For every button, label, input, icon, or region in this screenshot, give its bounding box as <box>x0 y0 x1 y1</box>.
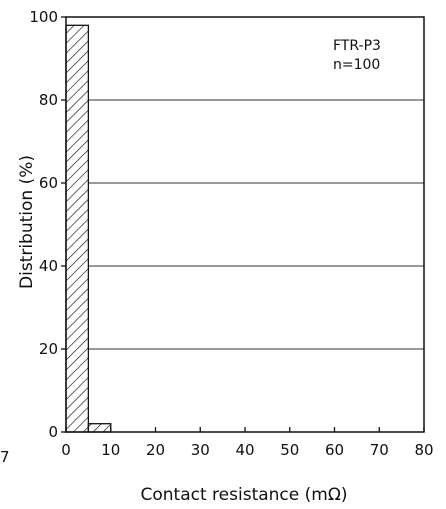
x-tick-label-70: 70 <box>370 441 389 459</box>
y-axis-ticks: 0 20 40 60 80 100 <box>29 8 66 441</box>
bars <box>65 24 112 433</box>
y-tick-label-0: 0 <box>48 423 58 441</box>
x-tick-label-60: 60 <box>325 441 344 459</box>
x-tick-label-10: 10 <box>101 441 120 459</box>
bar-0-5 <box>65 24 90 433</box>
y-axis-label: Distribution (%) <box>17 155 37 289</box>
y-tick-label-20: 20 <box>39 340 58 358</box>
y-tick-label-60: 60 <box>39 174 58 192</box>
x-tick-label-50: 50 <box>280 441 299 459</box>
x-tick-label-80: 80 <box>414 441 433 459</box>
gridlines <box>66 99 424 350</box>
x-axis-label: Contact resistance (mΩ) <box>141 485 348 505</box>
y-tick-label-100: 100 <box>29 8 58 26</box>
x-tick-label-20: 20 <box>146 441 165 459</box>
y-tick-label-40: 40 <box>39 257 58 275</box>
bar-5-10 <box>87 423 112 433</box>
edge-label: 7 <box>0 448 10 466</box>
annotation-count: n=100 <box>333 57 380 73</box>
plot-frame <box>65 16 425 433</box>
y-tick-label-80: 80 <box>39 91 58 109</box>
x-tick-label-0: 0 <box>61 441 71 459</box>
annotation-series: FTR-P3 <box>333 38 381 54</box>
x-tick-label-40: 40 <box>235 441 254 459</box>
x-axis-ticks: 0 10 20 30 40 50 60 70 80 <box>61 427 434 459</box>
x-tick-label-30: 30 <box>191 441 210 459</box>
